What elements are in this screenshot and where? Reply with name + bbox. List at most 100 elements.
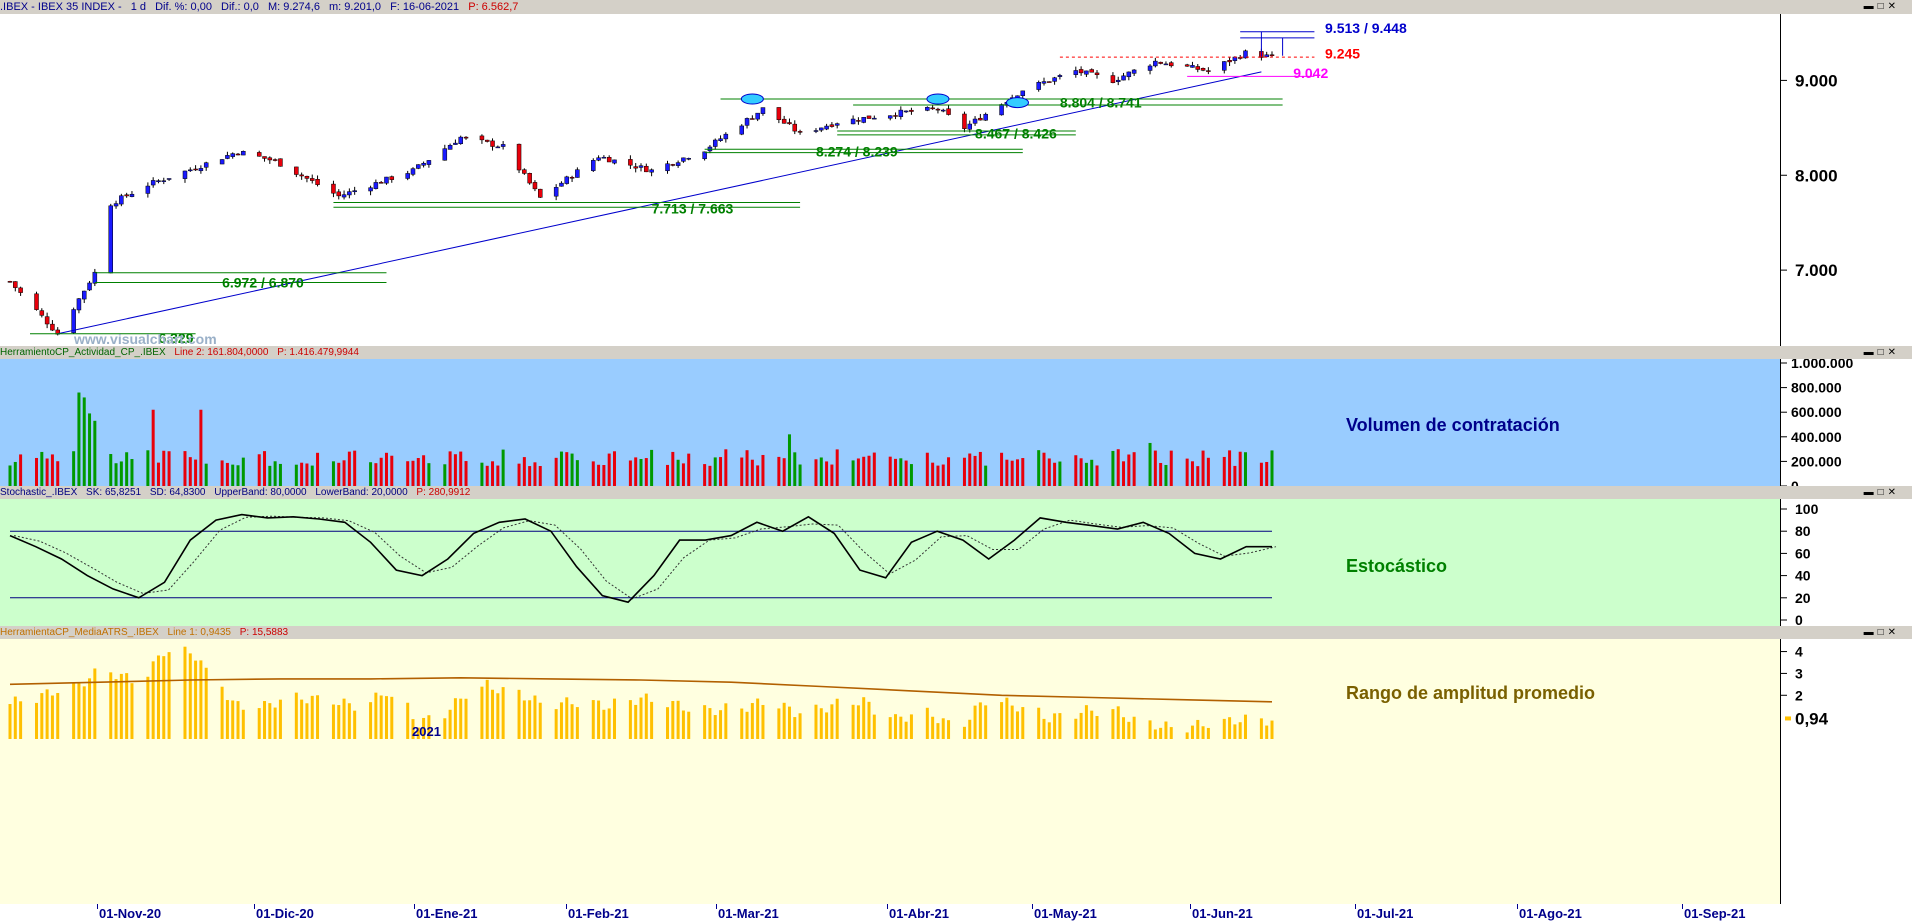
volume-bar [453,454,457,486]
atr-bar [119,673,123,739]
volume-bar [162,450,166,486]
volume-bar [687,453,691,486]
candle-body [962,113,967,129]
volume-bar [1095,465,1099,486]
candle-body [87,282,92,291]
stoch-axis: 100 80 60 40 20 0 [1780,499,1912,626]
atr-bar [1084,705,1088,739]
atr-bar [374,692,378,739]
stoch-plot[interactable]: Estocástico [0,499,1780,626]
candle-body [267,157,273,161]
volume-bar [761,454,765,486]
candle-body [490,140,495,147]
atr-bar [835,698,839,739]
candle-body [278,158,283,167]
window-controls[interactable]: ▬□✕ [1863,1,1900,12]
stoch-tick-label: 40 [1795,568,1811,584]
date-tick [1682,904,1683,909]
atr-bar [88,678,92,739]
volume-bar [676,459,680,486]
candle-body [230,153,235,157]
window-controls[interactable]: ▬□✕ [1863,487,1900,498]
atr-bar [501,687,505,739]
volume-bar [188,457,192,486]
atr-bar [925,707,929,739]
volume-bar [1037,450,1041,486]
candle-body [1184,64,1190,67]
atr-bar [819,708,823,739]
atr-bar [1265,725,1269,739]
date-tick [1190,904,1191,909]
candle-body [972,118,978,124]
candle-body [797,131,803,133]
candle-body [649,169,654,173]
volume-bar [496,465,500,486]
volume-bar [384,452,388,486]
atr-indicator-label: HerramientaCP_MediaATRS_.IBEX [0,627,159,638]
candle-body [527,173,532,184]
candle-body [113,203,119,207]
atr-bar [109,672,113,739]
volume-bar [570,453,574,486]
atr-bar [978,702,982,739]
candle-body [887,115,893,119]
volume-bar [13,461,17,486]
window-controls[interactable]: ▬□✕ [1863,347,1900,358]
candle-body [522,169,527,174]
watermark: www.visualchart.com [73,331,217,346]
atr-bar [1000,702,1004,739]
atr-bar [13,696,17,739]
price-plot[interactable]: 9.513 / 9.448 9.245 9.042 8.804 / 8.741 8.46… [0,14,1780,346]
volume-bar [1111,450,1115,486]
volume-axis: 1.000.000 800.000 600.000 400.000 200.000 0 [1780,359,1912,486]
candle-body [813,130,819,132]
candle-body [331,183,336,194]
volume-bar [968,453,972,486]
atr-average-line [9,676,1273,703]
marker-ellipse [740,93,764,105]
atr-p-label: P: 15,5883 [239,627,289,638]
max-label: M: 9.274,6 [267,1,320,13]
volume-bar [1185,458,1189,486]
volume-bar [978,451,982,486]
volume-bar [151,409,155,486]
atr-bar [45,689,49,739]
candle-body [500,144,506,147]
symbol-label: .IBEX - IBEX 35 INDEX - [0,1,122,13]
date-tick [887,904,888,909]
candle-body [1190,65,1195,68]
candle-body [591,160,596,171]
candle-body [946,108,951,115]
atr-plot[interactable]: Rango de amplitud promedio 2021 [0,639,1780,904]
volume-bar [597,464,601,486]
atr-bar [724,703,728,739]
atr-bar [851,704,855,739]
volume-bar [851,460,855,486]
volume-bar [342,460,346,486]
volume-bar [1000,452,1004,486]
atr-bar [19,701,23,739]
atr-bar [130,683,134,739]
volume-bar [56,461,60,486]
atr-bar [167,652,171,739]
atr-bar [1095,715,1099,739]
atr-bar [894,714,898,739]
atr-title: Rango de amplitud promedio [1346,683,1596,703]
window-controls[interactable]: ▬□✕ [1863,627,1900,638]
candle-body [866,115,872,119]
stoch-tick-label: 0 [1795,612,1803,626]
atr-bar [761,704,765,739]
atr-bar [93,668,97,739]
candle-body [421,162,426,166]
volume-bar [703,464,707,486]
atr-bar [559,702,563,739]
candle-body [484,139,490,142]
stoch-panel: Stochastic_.IBEX SK: 65,8251 SD: 64,8300… [0,486,1912,626]
volume-bar [825,461,829,486]
candle-body [416,164,421,169]
volume-plot[interactable]: Volumen de contratación [0,359,1780,486]
atr-bar [480,686,484,739]
stoch-tick-label: 100 [1795,501,1819,517]
candle-body [819,127,824,131]
candle-body [124,194,129,197]
